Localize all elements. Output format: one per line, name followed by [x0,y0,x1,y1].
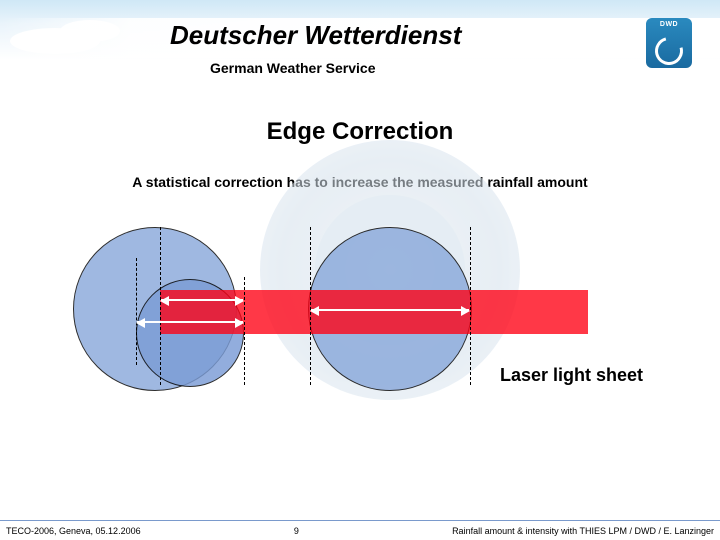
guide-line [160,227,161,385]
footer: TECO-2006, Geneva, 05.12.2006 9 Rainfall… [0,520,720,540]
footer-right: Rainfall amount & intensity with THIES L… [452,526,714,536]
footer-left: TECO-2006, Geneva, 05.12.2006 [6,526,141,536]
laser-label: Laser light sheet [500,365,643,386]
arrow-large-right [311,309,469,311]
organization-subtitle: German Weather Service [210,60,376,76]
guide-line [244,277,245,385]
logo-swirl-icon [650,32,688,70]
dwd-logo: DWD [646,18,692,68]
header: Deutscher Wetterdienst German Weather Se… [0,0,720,100]
slide-title: Edge Correction [0,118,720,146]
arrow-small-drop [137,321,243,323]
laser-light-sheet [160,290,588,334]
footer-page-number: 9 [141,526,452,536]
arrow-large-left [161,299,243,301]
edge-correction-diagram [0,225,720,425]
logo-text: DWD [660,21,678,28]
organization-name: Deutscher Wetterdienst [170,20,461,51]
guide-line [136,258,137,365]
guide-line [470,227,471,385]
